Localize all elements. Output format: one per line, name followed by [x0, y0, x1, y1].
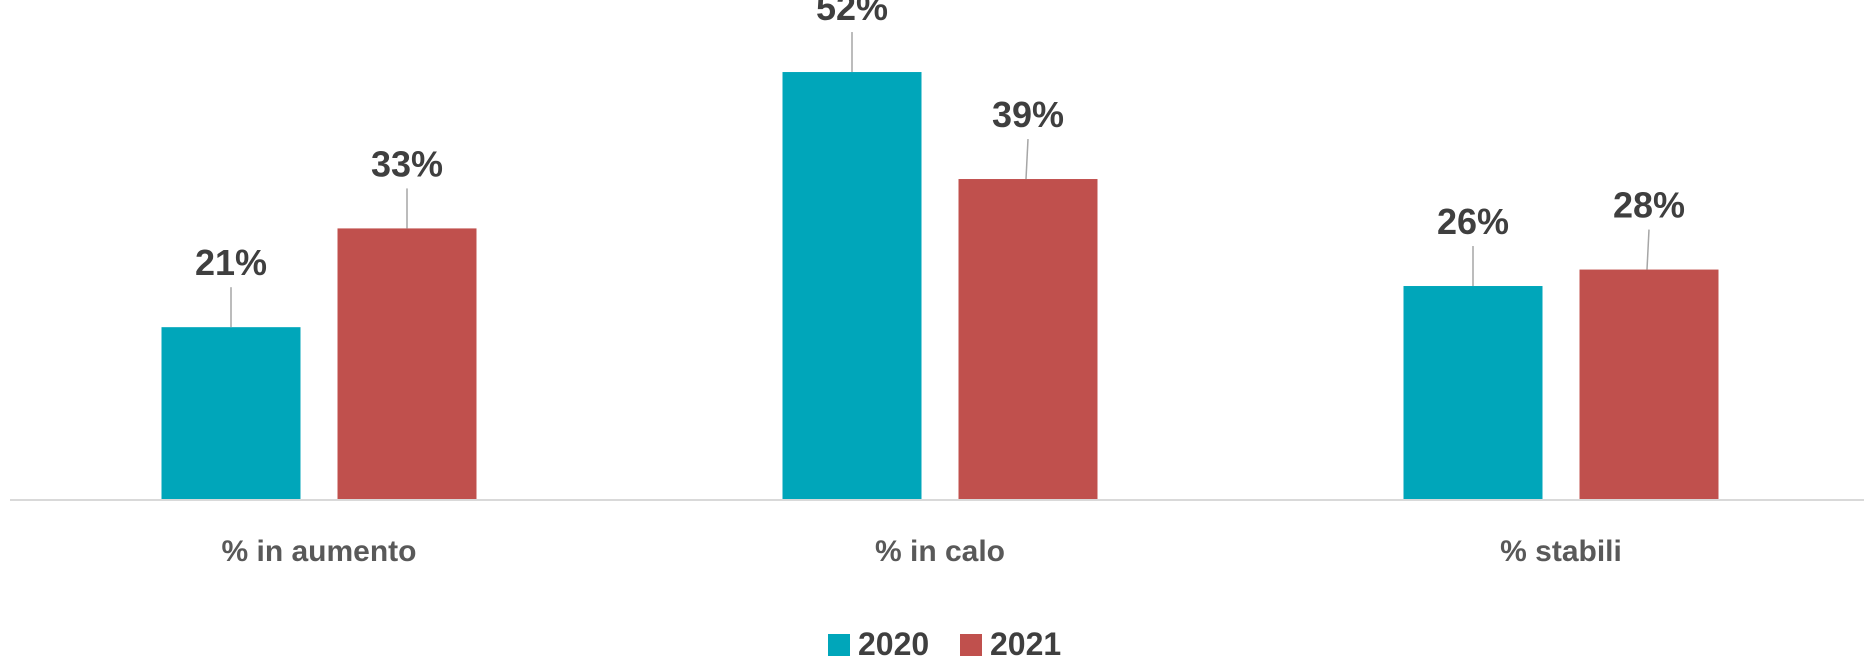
- legend-swatch-2021: [960, 634, 982, 656]
- category-label-0: % in aumento: [221, 535, 416, 568]
- legend-label-2020: 2020: [858, 626, 929, 657]
- bar-2020-2: [1403, 286, 1543, 500]
- leader-lines: [230, 32, 1650, 328]
- data-label-2020-1: 52%: [816, 0, 888, 28]
- category-label-1: % in calo: [875, 535, 1005, 568]
- data-label-2021-0: 33%: [371, 143, 443, 184]
- legend-label-2021: 2021: [990, 626, 1061, 657]
- data-labels: 21% 52% 26% 33% 39% 28%: [195, 0, 1685, 283]
- data-label-2021-1: 39%: [992, 94, 1064, 135]
- leader-line-2021-2: [1646, 229, 1650, 270]
- leader-line-2021-1: [1025, 138, 1029, 180]
- category-labels: % in aumento % in calo % stabili: [221, 535, 1621, 568]
- bars-layer: [161, 72, 1719, 500]
- legend: 2020 2021: [828, 626, 1061, 657]
- bar-2020-0: [161, 327, 301, 500]
- bar-2021-2: [1579, 269, 1719, 500]
- bar-2021-1: [958, 179, 1098, 500]
- data-label-2021-2: 28%: [1613, 185, 1685, 226]
- bar-2020-1: [782, 72, 922, 500]
- bar-2021-0: [337, 228, 477, 500]
- data-label-2020-0: 21%: [195, 242, 267, 283]
- category-label-2: % stabili: [1500, 535, 1622, 568]
- legend-swatch-2020: [828, 634, 850, 656]
- data-label-2020-2: 26%: [1437, 201, 1509, 242]
